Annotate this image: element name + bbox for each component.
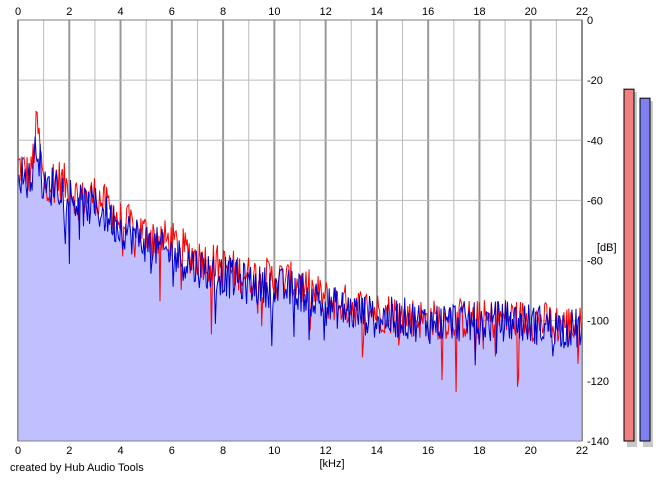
x-tick-label-bottom: 18 — [473, 445, 485, 457]
x-tick-label-bottom: 4 — [117, 445, 123, 457]
x-tick-label-top: 12 — [320, 6, 332, 18]
y-tick-label: -80 — [587, 256, 603, 268]
x-tick-label-top: 8 — [220, 6, 226, 18]
x-tick-label-bottom: 20 — [525, 445, 537, 457]
level-meter-blue — [639, 97, 651, 442]
axes: 002244668810101212141416161818202022220-… — [15, 6, 617, 470]
x-tick-label-bottom: 16 — [422, 445, 434, 457]
series-line-blue — [17, 136, 583, 366]
footer-credit: created by Hub Audio Tools — [10, 462, 144, 474]
x-tick-label-bottom: 6 — [169, 445, 175, 457]
y-tick-label: -40 — [587, 135, 603, 147]
plot-frame — [17, 19, 583, 442]
x-tick-label-top: 2 — [66, 6, 72, 18]
x-tick-label-bottom: 12 — [320, 445, 332, 457]
y-tick-label: -120 — [587, 376, 609, 388]
series-lines — [17, 110, 583, 393]
x-tick-label-bottom: 0 — [15, 445, 21, 457]
x-tick-label-bottom: 14 — [371, 445, 383, 457]
y-tick-label: -100 — [587, 316, 609, 328]
y-axis-label: [dB] — [597, 242, 617, 254]
x-tick-label-top: 4 — [117, 6, 123, 18]
x-tick-label-bottom: 10 — [268, 445, 280, 457]
x-tick-label-top: 14 — [371, 6, 383, 18]
level-meters — [623, 88, 653, 448]
x-tick-label-top: 0 — [15, 6, 21, 18]
x-tick-label-top: 18 — [473, 6, 485, 18]
x-tick-label-bottom: 8 — [220, 445, 226, 457]
level-meter-red — [623, 88, 635, 442]
x-tick-label-bottom: 2 — [66, 445, 72, 457]
x-axis-label: [kHz] — [319, 458, 344, 470]
y-tick-label: -20 — [587, 75, 603, 87]
y-tick-label: -60 — [587, 195, 603, 207]
x-tick-label-top: 10 — [268, 6, 280, 18]
y-tick-label: 0 — [587, 15, 593, 27]
x-tick-label-top: 16 — [422, 6, 434, 18]
x-tick-label-bottom: 22 — [576, 445, 588, 457]
x-tick-label-top: 22 — [576, 6, 588, 18]
x-tick-label-top: 6 — [169, 6, 175, 18]
y-tick-label: -140 — [587, 436, 609, 448]
x-tick-label-top: 20 — [525, 6, 537, 18]
